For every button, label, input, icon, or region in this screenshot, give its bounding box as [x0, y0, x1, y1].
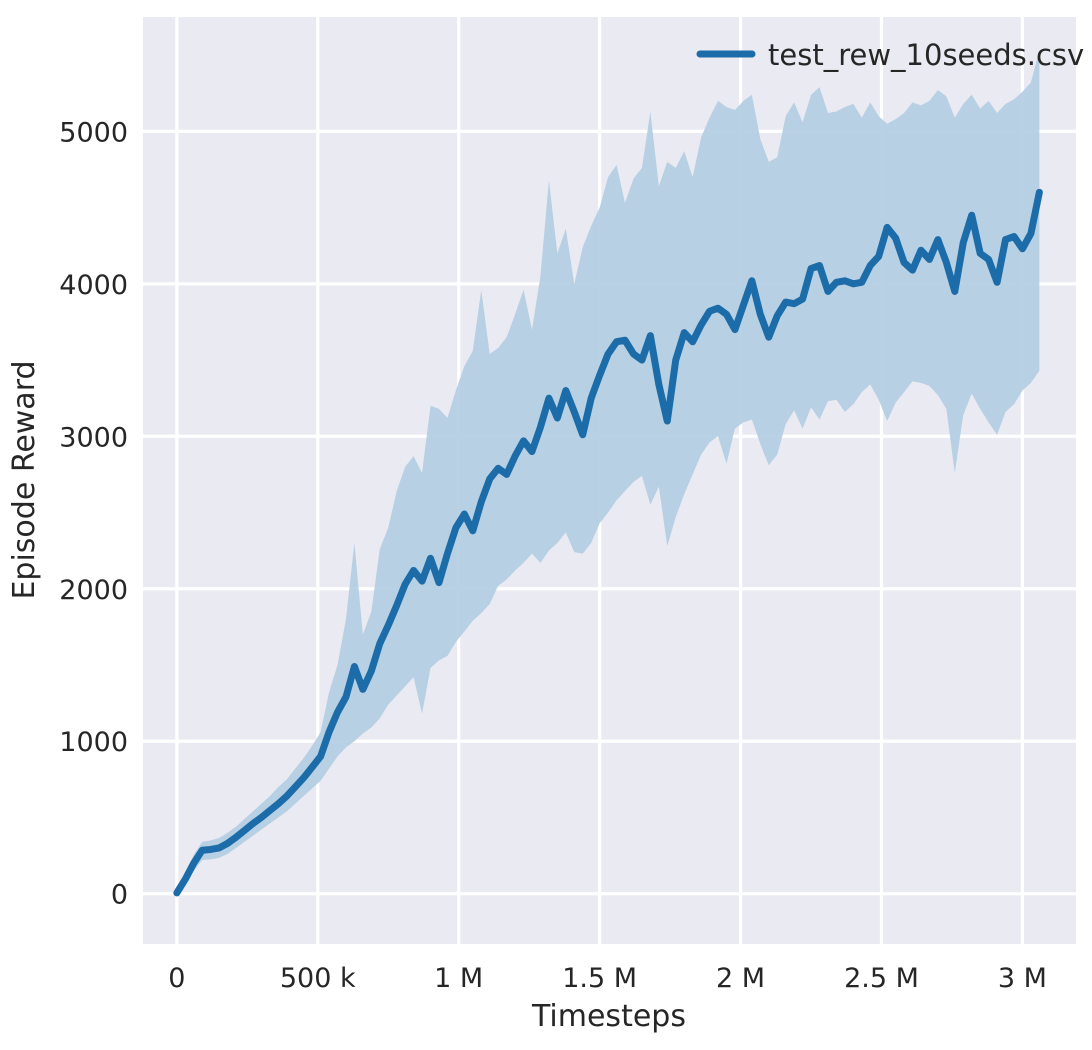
y-tick-label: 0 [111, 880, 128, 911]
y-axis-label: Episode Reward [7, 360, 42, 599]
series-line-test-rew-10seeds [173, 188, 1043, 897]
confidence-band [176, 50, 1040, 894]
x-axis-label: Timesteps [531, 999, 686, 1034]
y-tick-label: 1000 [59, 727, 128, 758]
mean-line [173, 188, 1043, 897]
y-tick-label: 5000 [59, 117, 128, 148]
y-tick-label: 3000 [59, 422, 128, 453]
y-axis-tick-labels: 0 1000 2000 3000 4000 5000 [59, 117, 128, 910]
x-tick-label: 2.5 M [844, 963, 919, 994]
confidence-band-area [176, 50, 1040, 894]
y-tick-label: 2000 [59, 575, 128, 606]
legend[interactable]: test_rew_10seeds.csv [696, 38, 1084, 72]
x-tick-label: 3 M [998, 963, 1047, 994]
x-tick-label: 1.5 M [562, 963, 637, 994]
y-tick-label: 4000 [59, 270, 128, 301]
x-tick-label: 500 k [280, 963, 356, 994]
legend-label[interactable]: test_rew_10seeds.csv [768, 38, 1084, 72]
x-tick-label: 1 M [434, 963, 483, 994]
x-tick-label: 0 [168, 963, 185, 994]
x-tick-label: 2 M [716, 963, 765, 994]
x-axis-tick-labels: 0 500 k 1 M 1.5 M 2 M 2.5 M 3 M [168, 963, 1047, 994]
